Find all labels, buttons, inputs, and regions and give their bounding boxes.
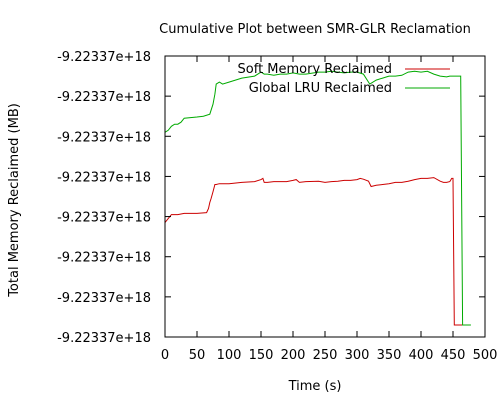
series-layer <box>164 70 471 326</box>
legend: Soft Memory Reclaimed Global LRU Reclaime… <box>238 62 450 96</box>
x-axis-label: Time (s) <box>288 379 342 394</box>
y-tick-label: -9.22337e+18 <box>57 90 151 105</box>
y-tick-label: -9.22337e+18 <box>57 170 151 185</box>
y-tick-label: -9.22337e+18 <box>57 50 151 65</box>
x-tick-label: 50 <box>189 348 206 363</box>
plot-frame <box>164 55 486 338</box>
x-tick-label: 250 <box>313 348 338 363</box>
axis-layer: 0 50 100 150 200 250 300 350 400 450 500 -9.22337e+… <box>57 50 497 363</box>
x-tick-label: 150 <box>249 348 274 363</box>
x-tick-label: 300 <box>345 348 370 363</box>
legend-label-2: Global LRU Reclaimed <box>249 81 392 96</box>
series-line-1 <box>164 177 465 326</box>
series-line-2 <box>164 70 471 326</box>
y-axis-label: Total Memory Reclaimed (MB) <box>7 103 22 298</box>
y-tick-label: -9.22337e+18 <box>57 130 151 145</box>
x-tick-label: 450 <box>441 348 466 363</box>
x-tick-label: 0 <box>161 348 169 363</box>
chart-title: Cumulative Plot between SMR-GLR Reclamat… <box>159 22 471 37</box>
x-tick-label: 200 <box>281 348 306 363</box>
legend-label-1: Soft Memory Reclaimed <box>238 62 392 77</box>
x-tick-label: 100 <box>217 348 242 363</box>
x-tick-label: 500 <box>473 348 498 363</box>
x-tick-label: 400 <box>409 348 434 363</box>
y-tick-label: -9.22337e+18 <box>57 251 151 266</box>
y-tick-label: -9.22337e+18 <box>57 331 151 346</box>
x-tick-label: 350 <box>377 348 402 363</box>
y-tick-label: -9.22337e+18 <box>57 211 151 226</box>
y-tick-label: -9.22337e+18 <box>57 291 151 306</box>
